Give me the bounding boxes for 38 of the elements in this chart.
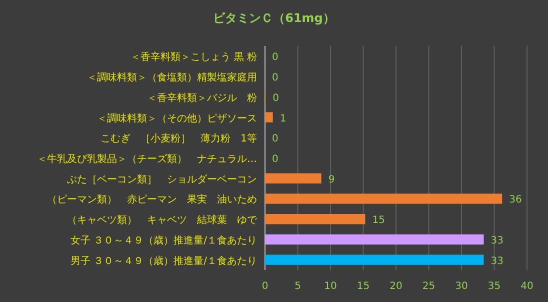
chart-title: ビタミンＣ（61mg） [213,11,335,25]
bar [265,234,484,245]
data-label: 9 [328,174,335,186]
x-tick-label: 5 [294,281,301,292]
data-label: 0 [272,134,278,145]
y-tick-label: （キャベツ類） キャベツ 結球葉 ゆで [67,214,258,226]
bar [265,173,322,184]
x-tick-label: 35 [488,281,501,292]
data-label: 0 [272,154,278,165]
y-tick-label: 女子 ３０～４９（歳）推進量/１食あたり [70,234,257,246]
x-tick-label: 40 [520,281,534,292]
y-tick-label: ぶた［ベーコン類］ ショルダーベーコン [67,173,257,186]
x-tick-label: 15 [356,281,370,292]
data-label: 1 [280,113,286,124]
bar [265,254,484,265]
y-tick-label: ＜調味料類＞（その他）ピザソース [97,112,257,124]
bar [265,194,502,204]
data-label: 36 [509,194,522,206]
data-label: 0 [272,72,278,84]
data-label: 15 [372,215,385,226]
y-tick-label: 男子 ３０～４９（歳）推進量/１食あたり [70,254,257,267]
x-tick-label: 10 [324,281,337,292]
bar [265,214,366,224]
x-tick-label: 30 [455,281,468,292]
y-tick-label: ＜調味料類＞（食塩類）精製塩家庭用 [87,72,257,84]
bar [265,112,273,122]
data-label: 33 [490,235,504,246]
data-label: 33 [490,256,504,267]
y-tick-label: ＜香辛料類＞バジル 粉 [147,92,257,104]
y-tick-label: ＜牛乳及び乳製品＞（チーズ類） ナチュラル… [37,153,257,165]
x-tick-label: 25 [422,281,436,292]
data-label: 0 [272,52,278,64]
y-tick-label: ＜香辛料類＞こしょう 黒 粉 [130,51,257,64]
y-tick-label: （ピーマン類） 赤ピーマン 果実 油いため [47,194,257,206]
x-tick-label: 0 [262,281,268,292]
data-label: 0 [272,92,280,104]
x-tick-label: 20 [390,281,402,292]
y-tick-label: こむぎ ［小麦粉］ 薄力粉 1等 [100,132,257,145]
